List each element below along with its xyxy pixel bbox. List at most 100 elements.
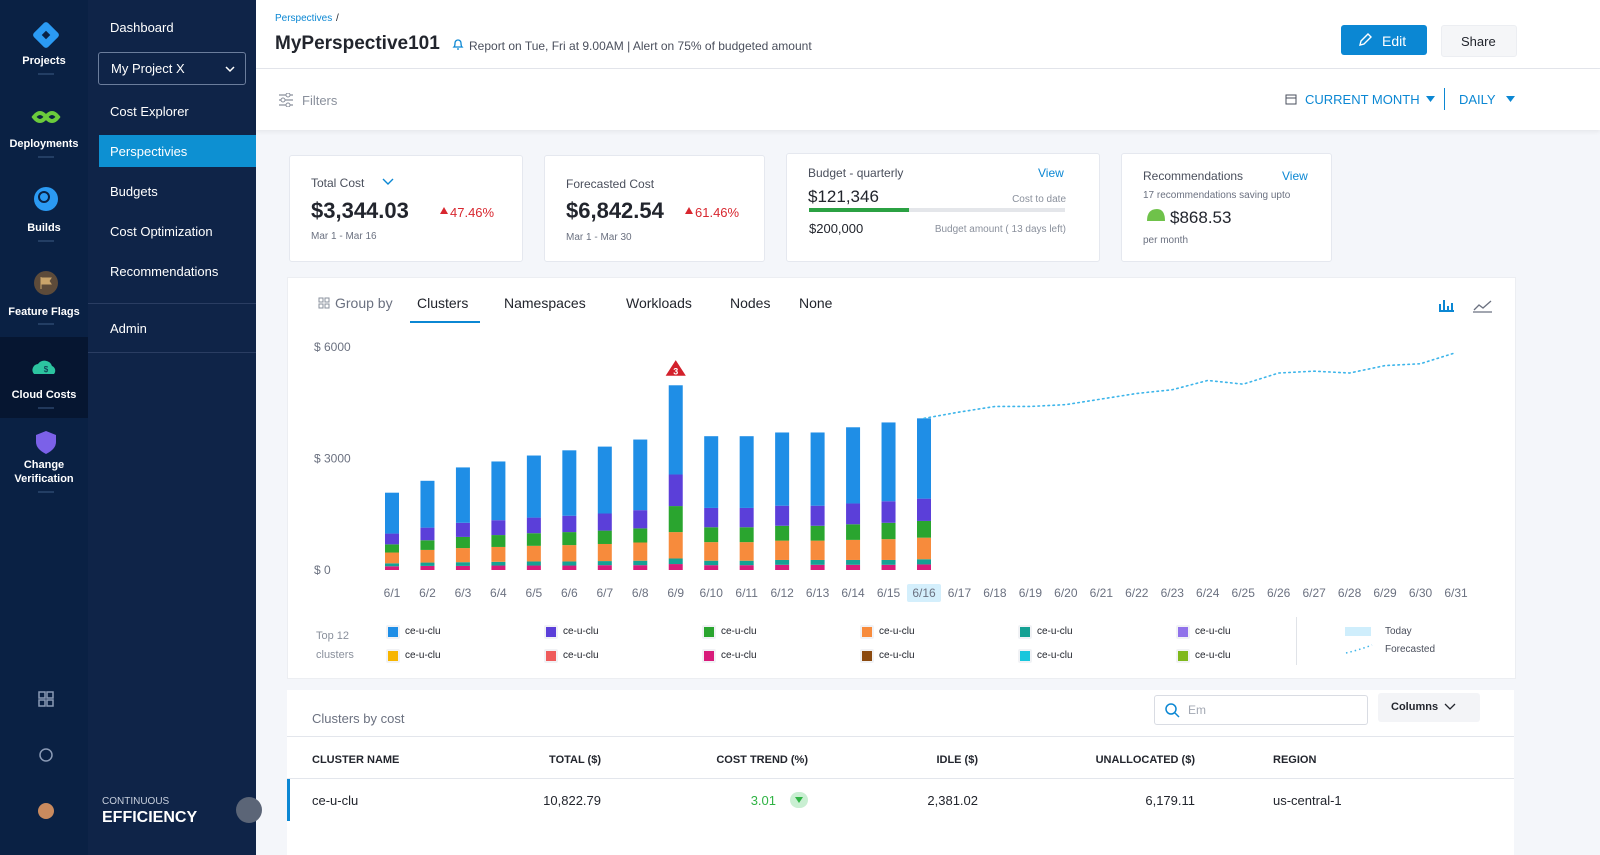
bar-segment	[420, 527, 435, 541]
bar-segment	[491, 546, 506, 562]
card-value: $6,842.54	[566, 198, 664, 223]
bar-segment	[810, 432, 825, 506]
active-nav-bg	[0, 337, 88, 418]
module-caption: CONTINUOUS	[102, 796, 170, 807]
nav-item[interactable]: Projects	[22, 55, 66, 67]
bar-segment	[420, 565, 435, 570]
table-title: Clusters by cost	[312, 711, 405, 726]
breadcrumb[interactable]: Perspectives	[275, 13, 333, 24]
bar-segment	[633, 510, 648, 529]
bar-segment	[881, 559, 896, 565]
chevron[interactable]	[382, 178, 394, 186]
x-tick-label: 6/8	[632, 586, 649, 600]
nav-item[interactable]: Cloud Costs	[11, 389, 77, 401]
x-tick-label: 6/3	[455, 586, 472, 600]
up-arrow	[685, 207, 693, 214]
column-header[interactable]: COST TREND (%)	[716, 754, 808, 766]
column-header[interactable]: UNALLOCATED ($)	[1095, 754, 1195, 766]
bar-segment	[704, 436, 719, 508]
x-tick-label: 6/1	[384, 586, 401, 600]
x-tick-label: 6/17	[948, 586, 972, 600]
active-menu-bg	[99, 135, 256, 167]
menu-item[interactable]: Cost Optimization	[110, 224, 213, 239]
nav-item[interactable]: Change Verification	[14, 459, 74, 485]
edit-button[interactable]: Edit	[1341, 25, 1427, 55]
x-tick-label: 6/31	[1444, 586, 1468, 600]
x-tick-label: 6/12	[770, 586, 794, 600]
column-header[interactable]: CLUSTER NAME	[312, 754, 400, 766]
bar-segment	[881, 539, 896, 560]
annotation-label: 3	[673, 366, 678, 376]
cell: us-central-1	[1273, 793, 1342, 808]
share-button[interactable]: Share	[1441, 25, 1517, 57]
menu-item[interactable]: Cost Explorer	[110, 104, 189, 119]
bar-segment	[775, 505, 790, 526]
legend-label: ce-u-clu	[721, 626, 757, 637]
search-box[interactable]: Em	[1154, 695, 1368, 725]
group-icon	[318, 297, 330, 309]
bar-segment	[917, 498, 931, 521]
legend-swatch	[1345, 644, 1373, 654]
bar-segment	[491, 561, 506, 566]
tab[interactable]: Workloads	[626, 295, 692, 311]
column-header[interactable]: IDLE ($)	[936, 754, 978, 766]
x-tick-label: 6/20	[1054, 586, 1078, 600]
bar-segment	[881, 522, 896, 540]
legend-swatch	[544, 625, 558, 639]
menu-item[interactable]: Budgets	[110, 184, 158, 199]
x-tick-label: 6/6	[561, 586, 578, 600]
cost-chart: $ 0 $ 3000 $ 6000 6/1 6/2 6/3 6/4 6/5 6/6 6/7 6/8 6…	[314, 340, 1468, 602]
menu-item[interactable]: Recommendations	[110, 264, 219, 279]
bar-segment	[739, 527, 754, 543]
menu-item[interactable]: Dashboard	[110, 20, 174, 35]
collapse-button[interactable]	[236, 797, 262, 823]
nav-item[interactable]: Deployments	[9, 138, 79, 150]
bar-segment	[420, 562, 435, 566]
bar-segment	[846, 564, 861, 570]
bar-segment	[562, 450, 577, 516]
legend-swatch	[386, 649, 400, 663]
bar-segment	[597, 543, 612, 562]
column-header[interactable]: REGION	[1273, 754, 1317, 766]
table-border	[287, 736, 1514, 737]
bar-segment	[633, 439, 648, 511]
budget-amount: $200,000	[809, 221, 864, 236]
tab[interactable]: Namespaces	[504, 295, 586, 311]
bar-segment	[810, 540, 825, 560]
period-select[interactable]: CURRENT MONTH	[1305, 92, 1420, 107]
menu-item[interactable]: Perspectivies	[110, 144, 188, 159]
card-link[interactable]: View	[1282, 169, 1308, 183]
tab[interactable]: Nodes	[730, 295, 771, 311]
filters[interactable]: Filters	[302, 93, 338, 108]
project-select[interactable]: My Project X	[98, 52, 246, 85]
nav-item[interactable]: Builds	[27, 222, 61, 234]
row-accent	[287, 779, 290, 821]
bar-segment	[526, 533, 541, 546]
annotation-marker	[663, 358, 688, 377]
bar-segment	[881, 422, 896, 502]
legend: Top 12 clusters ce-u-clu ce-u-clu ce-u-clu c…	[287, 615, 1514, 675]
card-change: 61.46%	[695, 205, 740, 220]
caret	[1506, 96, 1515, 102]
recommendations-card: Recommendations View 17 recommendations …	[1121, 153, 1332, 262]
bar-segment	[739, 560, 754, 566]
nav-item[interactable]: Feature Flags	[8, 306, 80, 318]
bar-segment	[633, 560, 648, 566]
tab[interactable]: None	[799, 295, 833, 311]
avatar[interactable]	[38, 803, 54, 819]
svg-text:$: $	[44, 365, 49, 374]
menu-item[interactable]: Admin	[110, 321, 147, 336]
granularity-select[interactable]: DAILY	[1459, 92, 1496, 107]
card-range: Mar 1 - Mar 30	[566, 232, 632, 243]
column-header[interactable]: TOTAL ($)	[549, 754, 601, 766]
card-link[interactable]: View	[1038, 166, 1064, 180]
columns-button[interactable]: Columns	[1378, 693, 1480, 722]
bar-segment	[917, 559, 931, 565]
tab[interactable]: Clusters	[417, 295, 469, 311]
legend-label: ce-u-clu	[879, 650, 915, 661]
bar-segment	[846, 559, 861, 565]
up-arrow	[440, 207, 448, 214]
x-tick-label: 6/9	[667, 586, 684, 600]
chart-type-toggle[interactable]	[1438, 296, 1494, 314]
